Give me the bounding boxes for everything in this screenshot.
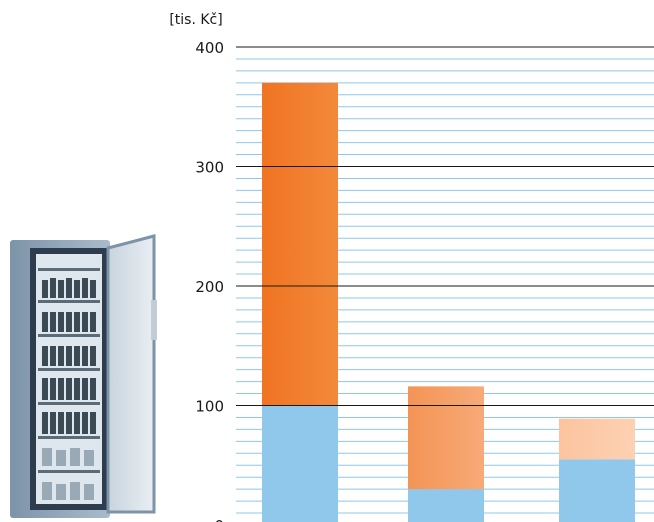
bar-segment-base-1 bbox=[262, 405, 338, 522]
y-tick-label: 400 bbox=[195, 39, 224, 57]
bar-segment-top-3 bbox=[559, 418, 635, 460]
y-tick-label: 100 bbox=[195, 398, 224, 416]
bars bbox=[262, 82, 635, 522]
bar-segment-top-1 bbox=[262, 82, 338, 406]
unit-label: [tis. Kč] bbox=[169, 12, 222, 28]
y-tick-label: 200 bbox=[195, 278, 224, 296]
y-tick-label: 300 bbox=[195, 159, 224, 177]
bar-segment-base-3 bbox=[559, 459, 635, 522]
major-gridlines bbox=[236, 46, 654, 406]
bar-segment-base-2 bbox=[408, 489, 484, 522]
y-axis-tick-labels: 0 100 200 300 400 bbox=[195, 39, 224, 522]
beverage-fridge-icon bbox=[10, 234, 157, 518]
y-tick-label: 0 bbox=[214, 517, 224, 522]
bar-segment-top-2 bbox=[408, 386, 484, 490]
